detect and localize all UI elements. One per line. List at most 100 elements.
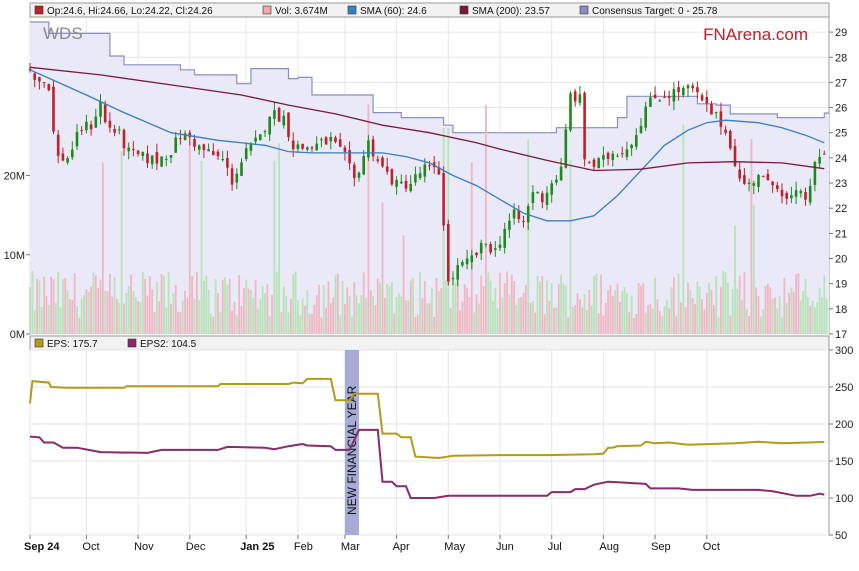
volume-bar xyxy=(254,280,257,334)
volume-bar xyxy=(503,283,506,334)
volume-bar xyxy=(607,290,609,334)
candle-body xyxy=(545,192,549,205)
candle-body xyxy=(235,173,239,183)
volume-bar xyxy=(250,290,252,334)
volume-bar xyxy=(113,277,116,334)
volume-bar xyxy=(57,271,60,334)
eps-lines-layer xyxy=(29,377,825,499)
volume-bar xyxy=(781,317,783,334)
volume-bar xyxy=(543,314,546,334)
candle-body xyxy=(785,192,788,199)
candle-body xyxy=(108,120,112,128)
candle-body xyxy=(306,147,309,150)
candle-body xyxy=(400,181,403,184)
legend-swatch xyxy=(459,5,469,15)
legend-eps-text: EPS: 175.7 xyxy=(47,339,98,350)
new-financial-year-label: NEW FINANCIAL YEAR xyxy=(345,385,359,515)
candle-body xyxy=(240,162,243,176)
candle-body xyxy=(503,228,506,248)
candle-body xyxy=(291,140,295,150)
price-tick-label: 28 xyxy=(835,52,847,64)
volume-bar xyxy=(438,291,440,334)
sma-layer xyxy=(29,66,825,222)
price-tick-label: 26 xyxy=(835,103,847,115)
candle-body xyxy=(780,189,784,197)
volume-bar xyxy=(630,295,633,334)
volume-bar xyxy=(353,282,356,334)
volume-bar xyxy=(764,286,767,334)
volume-bar xyxy=(379,282,382,334)
volume-bar xyxy=(703,309,706,334)
volume-bar xyxy=(50,276,53,334)
volume-bar xyxy=(670,287,673,334)
candle-body xyxy=(103,104,107,122)
volume-bar xyxy=(137,301,139,334)
volume-bar xyxy=(452,275,454,334)
candle-body xyxy=(653,94,657,99)
volume-bar xyxy=(71,299,74,334)
volume-bar xyxy=(59,307,62,334)
candle-body xyxy=(155,152,159,164)
candle-body xyxy=(531,192,535,204)
volume-bar xyxy=(83,295,85,334)
volume-bar xyxy=(466,288,468,334)
candle-body xyxy=(202,144,206,150)
candle-body xyxy=(80,130,83,132)
volume-bar xyxy=(496,308,499,334)
candle-body xyxy=(268,116,271,135)
candle-body xyxy=(437,167,441,175)
volume-bar xyxy=(727,282,729,334)
candle-body xyxy=(700,95,704,101)
volume-bar xyxy=(348,295,351,334)
candle-body xyxy=(409,183,412,192)
consensus-target-area xyxy=(30,22,829,334)
candle-body xyxy=(776,185,779,189)
price-tick-label: 29 xyxy=(835,27,847,39)
candle-body xyxy=(508,220,511,230)
volume-bar xyxy=(210,314,212,334)
volume-bar xyxy=(125,293,128,334)
candle-body xyxy=(113,129,116,133)
volume-bar xyxy=(536,275,539,334)
volume-bar xyxy=(649,304,652,334)
candle-body xyxy=(357,172,361,178)
candle-body xyxy=(512,209,516,219)
volume-bar xyxy=(553,307,555,334)
volume-bar xyxy=(423,281,426,334)
candle-body xyxy=(371,139,375,157)
volume-bar xyxy=(156,281,158,334)
volume-bar xyxy=(785,302,788,334)
volume-bar xyxy=(306,290,309,334)
fnarena-logo[interactable]: FNArena.com xyxy=(703,25,808,44)
volume-bar xyxy=(339,315,342,334)
candle-body xyxy=(338,139,342,147)
candle-body xyxy=(99,101,102,117)
eps-legend: EPS: 175.7 EPS2: 104.5 xyxy=(29,335,830,351)
volume-bar xyxy=(804,278,807,334)
candle-body xyxy=(310,147,314,149)
volume-bar xyxy=(146,295,149,334)
candle-body xyxy=(85,121,88,131)
volume-bar xyxy=(534,312,537,334)
volume-bar xyxy=(64,277,67,334)
candle-body xyxy=(696,87,699,93)
volume-bar xyxy=(355,295,358,334)
candle-body xyxy=(588,162,591,164)
volume-bar xyxy=(280,311,283,334)
volume-bar xyxy=(468,297,471,334)
candle-body xyxy=(625,149,629,157)
date-tick-label: Jul xyxy=(548,541,562,553)
volume-bar xyxy=(419,271,421,334)
volume-bar xyxy=(367,104,370,334)
volume-bar xyxy=(240,306,243,334)
eps-tick-label: 300 xyxy=(835,345,853,357)
volume-bar xyxy=(172,293,175,334)
candle-body xyxy=(381,157,384,167)
volume-bar xyxy=(73,273,76,334)
legend-item-volume: Vol: 3.674M xyxy=(262,5,328,17)
candle-body xyxy=(794,190,798,197)
candle-body xyxy=(743,175,746,184)
volume-bar xyxy=(691,298,694,334)
